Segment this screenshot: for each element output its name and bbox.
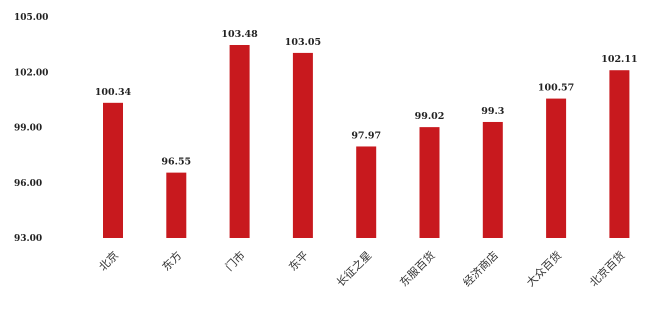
data-label: 102.11	[601, 54, 637, 65]
data-label: 99.3	[481, 106, 504, 117]
x-tick-label: 大众百货	[523, 248, 564, 289]
y-tick-label: 102.00	[14, 68, 48, 78]
bar	[292, 52, 313, 238]
bar	[482, 121, 503, 238]
data-label: 103.05	[285, 37, 321, 48]
x-tick-label: 东方	[159, 248, 184, 273]
data-label: 100.57	[538, 83, 574, 94]
x-axis: 北京 东方 门市 东平 长征之星 东服百货 经济商店 大众百货 北京百货	[96, 248, 628, 289]
bar	[166, 172, 187, 238]
data-label: 97.97	[351, 130, 381, 141]
x-tick-label: 东平	[286, 249, 311, 274]
y-axis: 105.00 102.00 99.00 96.00 93.00	[14, 13, 48, 244]
data-labels-group: 100.34 96.55 103.48 103.05 97.97 99.02 99.3 100…	[95, 29, 638, 168]
x-tick-label: 门市	[222, 248, 247, 273]
x-tick-label: 经济商店	[460, 248, 501, 289]
data-label: 99.02	[415, 111, 445, 122]
bar	[419, 127, 440, 238]
bar	[103, 102, 123, 239]
bar	[609, 70, 630, 238]
bar	[546, 98, 567, 238]
bar	[356, 146, 377, 238]
x-tick-label: 北京百货	[587, 248, 628, 289]
data-label: 100.34	[95, 87, 132, 98]
x-tick-label: 东服百货	[397, 248, 438, 289]
y-tick-label: 99.00	[14, 124, 42, 134]
data-label: 103.48	[221, 29, 258, 40]
x-tick-label: 长征之星	[333, 248, 374, 289]
y-tick-label: 105.00	[14, 13, 48, 23]
y-tick-label: 93.00	[14, 234, 42, 244]
y-tick-label: 96.00	[14, 179, 42, 189]
data-label: 96.55	[161, 157, 191, 168]
x-tick-label: 北京	[96, 248, 121, 273]
bars-group	[103, 44, 630, 239]
bar	[229, 44, 250, 238]
